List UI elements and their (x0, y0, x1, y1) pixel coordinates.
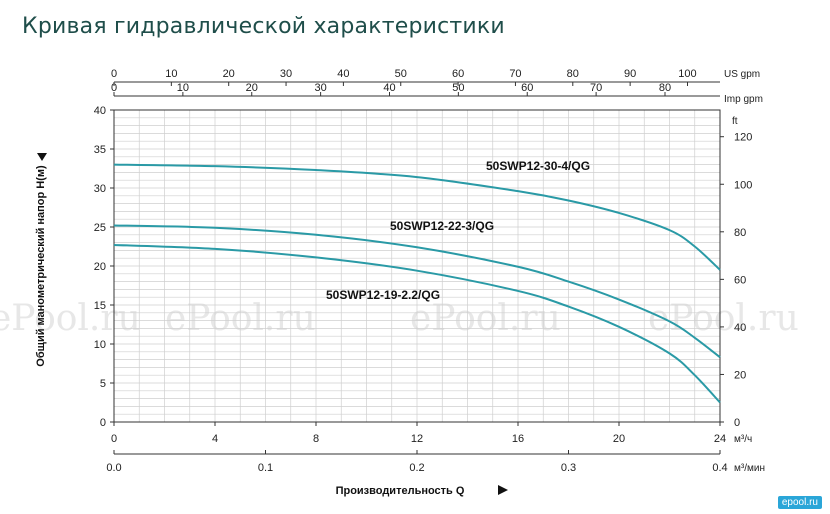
grid-layer (113, 109, 721, 423)
us-gpm-tick-label: 10 (165, 68, 177, 80)
series-label: 50SWP12-30-4/QG (486, 159, 590, 173)
y-tick-label: 5 (100, 378, 106, 390)
imp-gpm-unit-label: Imp gpm (724, 94, 763, 105)
series-line-50swp12-19-2-2-qg (113, 243, 721, 404)
y-tick-label: 10 (94, 339, 106, 351)
x-tick-label: 4 (212, 433, 218, 445)
ft-tick-label: 120 (734, 132, 752, 144)
imp-gpm-tick-label: 40 (383, 82, 395, 94)
us-gpm-tick-label: 80 (567, 68, 579, 80)
m3min-tick-label: 0.2 (409, 462, 424, 474)
series-label: 50SWP12-22-3/QG (390, 219, 494, 233)
x-tick-label: 12 (411, 433, 423, 445)
y-axis-arrow-icon (37, 153, 47, 161)
imp-gpm-tick-label: 60 (521, 82, 533, 94)
m3min-tick-label: 0.1 (258, 462, 273, 474)
ft-tick-label: 40 (734, 322, 746, 334)
y-tick-label: 25 (94, 222, 106, 234)
ft-tick-label: 20 (734, 369, 746, 381)
y-tick-label: 20 (94, 261, 106, 273)
us-gpm-tick-label: 60 (452, 68, 464, 80)
x-axis-arrow-icon (498, 485, 508, 495)
y-axis-title: Общий манометрический напор H(м) (35, 165, 47, 367)
y-tick-label: 0 (100, 417, 106, 429)
imp-gpm-tick-label: 20 (246, 82, 258, 94)
x-tick-label: 16 (512, 433, 524, 445)
ft-tick-label: 60 (734, 274, 746, 286)
m3min-tick-label: 0.3 (561, 462, 576, 474)
y-tick-label: 40 (94, 105, 106, 117)
corner-logo: epool.ru (777, 496, 822, 509)
us-gpm-tick-label: 40 (337, 68, 349, 80)
watermark-layer: ePool.ru ePool.ru ePool.ru ePool.ru (0, 298, 799, 339)
series-label: 50SWP12-19-2.2/QG (326, 288, 440, 302)
us-gpm-tick-label: 20 (223, 68, 235, 80)
x-tick-label: 24 (714, 433, 726, 445)
page-title: Кривая гидравлической характеристики (22, 14, 505, 39)
imp-gpm-tick-label: 0 (111, 82, 117, 94)
series-line-50swp12-22-3-qg (113, 224, 721, 359)
y-tick-label: 35 (94, 144, 106, 156)
watermark-text: ePool.ru (0, 298, 141, 339)
ft-unit-label: ft (732, 116, 738, 127)
imp-gpm-tick-label: 70 (590, 82, 602, 94)
x-tick-label: 20 (613, 433, 625, 445)
m3min-tick-label: 0.4 (712, 462, 727, 474)
ft-tick-label: 100 (734, 179, 752, 191)
y-tick-label: 15 (94, 300, 106, 312)
us-gpm-unit-label: US gpm (724, 69, 760, 80)
watermark-text: ePool.ru (648, 298, 799, 339)
watermark-text: ePool.ru (410, 298, 561, 339)
imp-gpm-tick-label: 80 (659, 82, 671, 94)
imp-gpm-tick-label: 10 (177, 82, 189, 94)
imp-gpm-tick-label: 30 (314, 82, 326, 94)
labels-layer: 50SWP12-30-4/QG 50SWP12-22-3/QG 50SWP12-19… (326, 159, 590, 302)
y-tick-label: 30 (94, 183, 106, 195)
us-gpm-tick-label: 100 (678, 68, 696, 80)
imp-gpm-tick-label: 50 (452, 82, 464, 94)
us-gpm-tick-label: 50 (395, 68, 407, 80)
x-tick-label: 0 (111, 433, 117, 445)
x-tick-label: 8 (313, 433, 319, 445)
series-line-50swp12-30-4-qg (113, 163, 721, 271)
m3min-tick-label: 0.0 (106, 462, 121, 474)
x-axis-title: Производительность Q (336, 485, 465, 497)
ft-tick-label: 0 (734, 417, 740, 429)
us-gpm-tick-label: 70 (509, 68, 521, 80)
ft-tick-label: 80 (734, 227, 746, 239)
x-unit-label: м³/ч (734, 434, 752, 445)
us-gpm-tick-label: 30 (280, 68, 292, 80)
curves-layer (113, 163, 721, 404)
us-gpm-tick-label: 0 (111, 68, 117, 80)
m3min-unit-label: м³/мин (734, 463, 765, 474)
us-gpm-tick-label: 90 (624, 68, 636, 80)
